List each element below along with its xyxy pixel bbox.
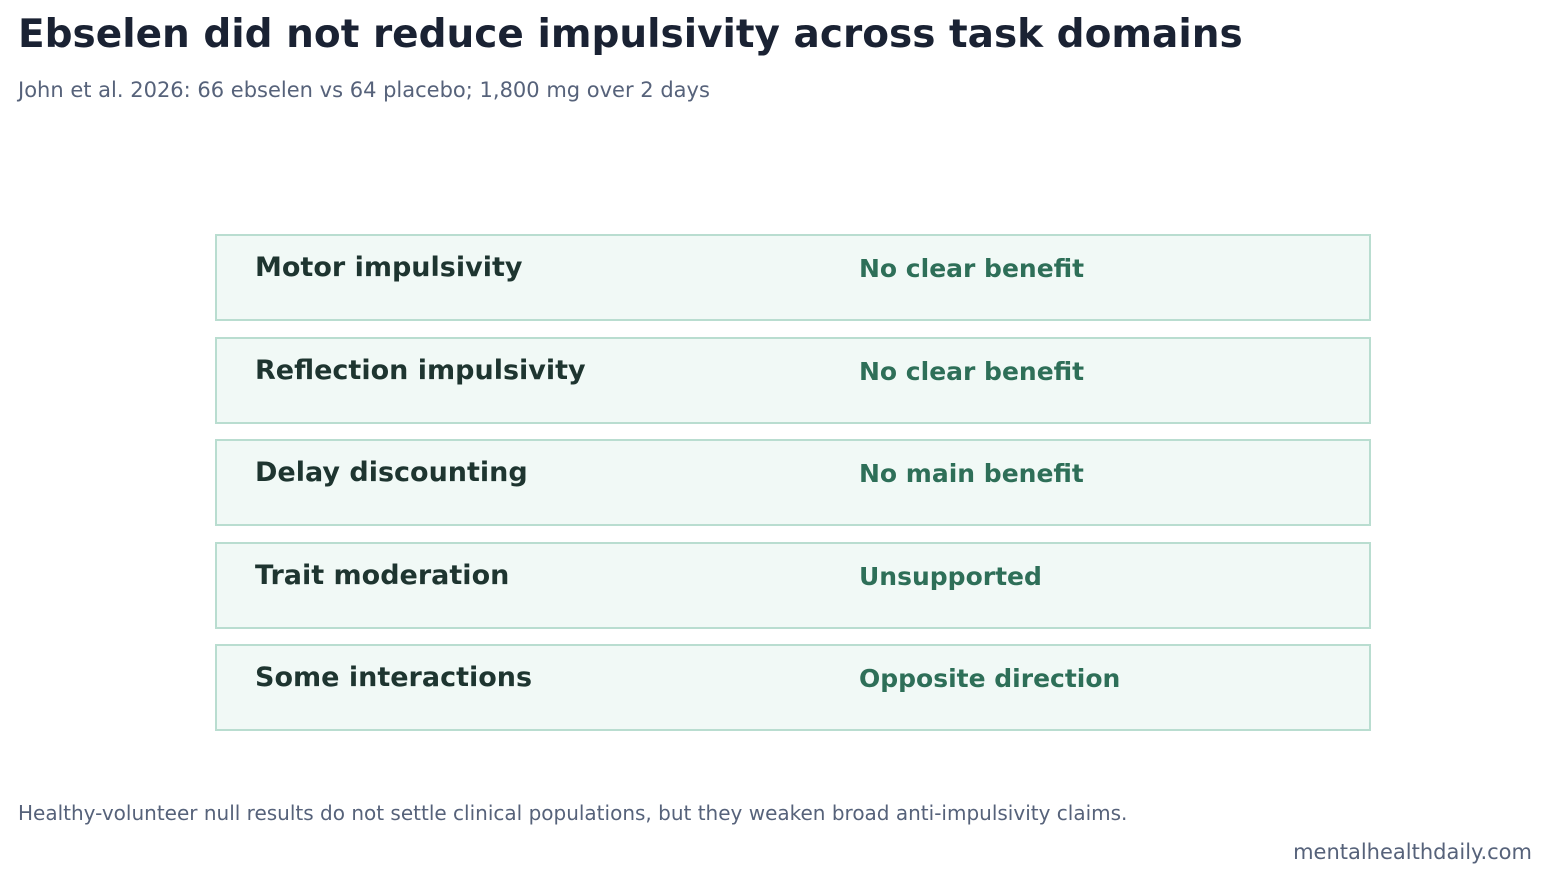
row: Motor impulsivity No clear benefit [215,234,1371,321]
verdict: No main benefit [859,459,1084,488]
row: Delay discounting No main benefit [215,439,1371,526]
footnote: Healthy-volunteer null results do not se… [18,801,1128,825]
row: Trait moderation Unsupported [215,541,1371,629]
verdict: No clear benefit [859,356,1085,386]
label: Motor impulsivity [255,252,523,283]
source: mentalhealthdaily.com [1293,840,1532,864]
label: Delay discounting [255,457,528,488]
verdict: Unsupported [859,561,1042,591]
label: Trait moderation [255,559,510,591]
verdict: Opposite direction [859,664,1121,693]
title: Ebselen did not reduce impulsivity acros… [18,12,1243,57]
label: Reflection impulsivity [255,354,586,386]
subtitle: John et al. 2026: 66 ebselen vs 64 place… [18,78,710,102]
verdict: No clear benefit [859,254,1085,283]
row: Some interactions Opposite direction [215,644,1371,731]
label: Some interactions [255,662,533,693]
row: Reflection impulsivity No clear benefit [215,336,1371,424]
